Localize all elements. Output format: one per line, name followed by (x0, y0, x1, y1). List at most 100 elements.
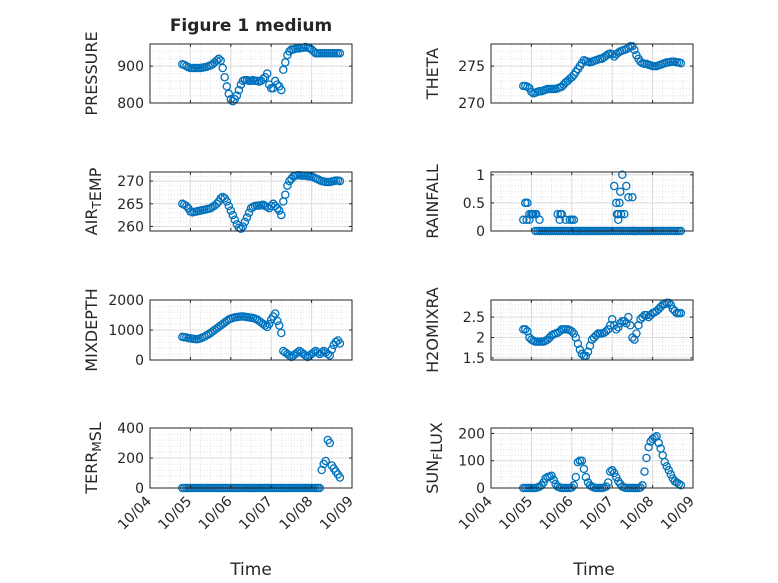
data-point (275, 321, 284, 330)
data-point (622, 181, 631, 191)
panel-6-y-tick-label: 2.5 (463, 310, 485, 326)
data-point (630, 45, 639, 55)
data-point (614, 323, 623, 332)
panel-7-y-tick-label: 400 (117, 421, 144, 437)
data-point (575, 345, 585, 355)
data-point (214, 54, 223, 64)
data-point (236, 224, 246, 233)
data-point (662, 461, 671, 471)
panel-7-y-tick-label: 200 (117, 451, 144, 467)
data-point (555, 215, 564, 225)
subplot-grid: 800 900 PRESSURE 270 275 THETA 260 265 270 AIRTEM… (82, 31, 698, 533)
data-point (567, 72, 577, 82)
data-point (273, 204, 282, 213)
data-point (601, 482, 611, 491)
data-point (240, 217, 250, 227)
data-point (222, 197, 232, 206)
data-point (283, 181, 292, 190)
panel-2-y-axis-label: THETA (423, 48, 442, 100)
data-point (277, 328, 286, 338)
data-point (216, 56, 225, 65)
panel-1-y-axis-label: PRESSURE (82, 31, 101, 115)
data-point (313, 348, 322, 357)
data-point (581, 472, 591, 482)
x-axis-label-right: Time (572, 560, 615, 580)
data-point (281, 190, 290, 199)
data-point (620, 209, 629, 219)
data-point (232, 91, 242, 100)
data-point (626, 321, 635, 330)
data-point (222, 82, 232, 91)
data-point (601, 51, 611, 61)
data-point (212, 56, 221, 65)
data-point (244, 208, 254, 218)
data-point (527, 87, 536, 97)
data-point (569, 329, 579, 338)
panel-6-axes-box (490, 299, 694, 361)
data-point (224, 89, 234, 99)
data-point (650, 433, 659, 442)
data-point (614, 209, 623, 219)
data-point (258, 200, 268, 209)
data-point (522, 215, 531, 225)
data-point (182, 201, 191, 211)
panel-6-axes: 1.5 2 2.5 H2OMIXRA (423, 287, 694, 373)
data-point (579, 464, 589, 474)
data-point (577, 456, 587, 465)
panel-8-y-tick-label: 0 (476, 481, 485, 497)
data-point (539, 478, 548, 487)
data-point (616, 209, 626, 219)
data-point (531, 209, 541, 219)
panel-4-y-tick-label: 1 (476, 168, 485, 184)
panel-3-axes-box (149, 171, 353, 232)
panel-1-axes: 800 900 PRESSURE (82, 31, 353, 116)
data-point (335, 176, 345, 186)
data-point (275, 206, 284, 215)
panel-6-y-axis-label: H2OMIXRA (423, 287, 442, 373)
data-point (281, 58, 290, 67)
data-point (335, 48, 345, 58)
data-point (616, 319, 625, 328)
data-point (273, 316, 282, 326)
data-point (301, 351, 310, 360)
data-point (279, 65, 288, 75)
panel-7-y-tick-label: 0 (135, 481, 144, 497)
data-point (264, 319, 274, 329)
panel-3-y-tick-label: 265 (117, 197, 144, 213)
panel-5-y-tick-label: 1000 (108, 323, 144, 339)
panel-2-y-tick-label: 270 (458, 96, 485, 112)
data-point (335, 473, 345, 482)
panel-8-axes-box (490, 427, 694, 489)
data-point (293, 348, 302, 357)
panel-4-y-tick-label: 0.5 (463, 196, 485, 212)
data-point (561, 215, 570, 225)
data-point (676, 308, 686, 318)
data-point (238, 222, 248, 231)
data-point (638, 312, 647, 322)
panel-5-y-axis-label: MIXDEPTH (82, 288, 101, 371)
panel-6-y-tick-label: 2 (476, 331, 485, 347)
data-point (567, 327, 577, 336)
data-point (327, 345, 337, 354)
data-point (549, 475, 558, 485)
panel-1-axes-box (149, 43, 353, 104)
data-point (571, 472, 581, 482)
data-point (573, 457, 583, 467)
data-point (603, 478, 613, 487)
data-point (242, 213, 252, 222)
data-point (632, 329, 641, 338)
data-point (220, 72, 229, 82)
data-point (335, 339, 345, 348)
data-point (666, 300, 676, 310)
panel-5-series (178, 309, 345, 362)
panel-1-y-tick-label: 900 (117, 59, 144, 75)
data-point (611, 198, 621, 208)
data-point (603, 325, 613, 334)
x-axis-label-left: Time (229, 560, 272, 580)
data-point (258, 74, 268, 84)
data-point (309, 47, 318, 56)
panel-4-y-axis-label: RAINFALL (423, 164, 442, 239)
data-point (660, 457, 669, 467)
data-point (325, 438, 335, 448)
